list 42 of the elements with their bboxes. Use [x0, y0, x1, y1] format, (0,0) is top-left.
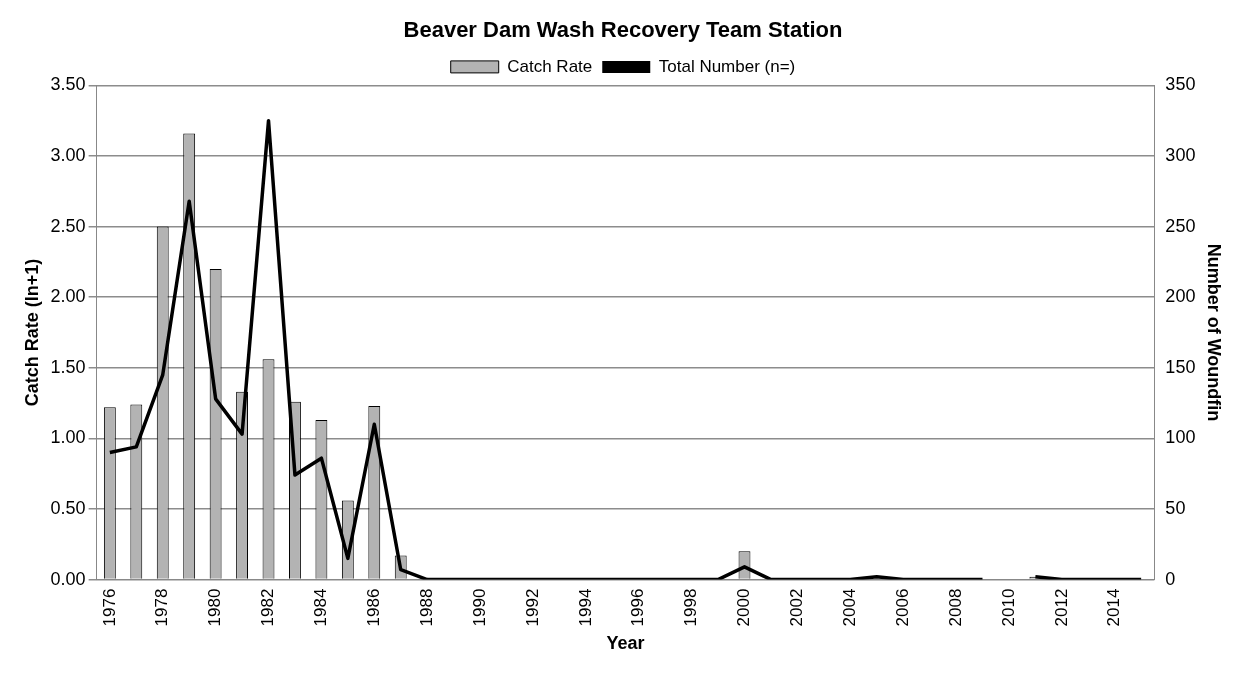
- y2-axis-title: Number of Woundfin: [1204, 243, 1225, 422]
- y-tick-label: 0.50: [50, 497, 86, 518]
- x-tick-label: 2004: [839, 588, 859, 627]
- y2-tick-label: 0: [1165, 568, 1176, 589]
- y2-tick-label: 250: [1165, 215, 1196, 236]
- x-tick-label: 1984: [311, 588, 331, 627]
- y2-tick-label: 100: [1165, 427, 1196, 448]
- x-tick-label: 2014: [1104, 588, 1124, 627]
- legend-label: Total Number (n=): [658, 56, 796, 76]
- x-tick-label: 1996: [628, 588, 648, 627]
- x-tick-label: 2012: [1051, 588, 1071, 627]
- chart-title: Beaver Dam Wash Recovery Team Station: [403, 17, 843, 43]
- x-tick-label: 1976: [99, 588, 119, 627]
- x-tick-label: 2002: [787, 588, 807, 627]
- y2-tick-label: 350: [1165, 74, 1196, 95]
- y-tick-label: 1.50: [50, 356, 86, 377]
- y2-tick-label: 150: [1165, 356, 1196, 377]
- x-tick-label: 1994: [575, 588, 595, 627]
- y-tick-label: 2.00: [50, 286, 86, 307]
- x-tick-label: 2008: [945, 588, 965, 627]
- x-tick-label: 2010: [998, 588, 1018, 627]
- y-tick-label: 0.00: [50, 568, 86, 589]
- x-tick-label: 1992: [522, 588, 542, 627]
- x-axis-title: Year: [606, 633, 645, 654]
- y-axis-title: Catch Rate (ln+1): [21, 258, 42, 407]
- y2-tick-label: 200: [1165, 286, 1196, 307]
- x-tick-label: 1986: [363, 588, 383, 627]
- x-tick-label: 1982: [258, 588, 278, 627]
- y-tick-label: 3.50: [50, 74, 86, 95]
- y-tick-label: 2.50: [50, 215, 86, 236]
- x-tick-label: 1998: [681, 588, 701, 627]
- x-tick-label: 1980: [205, 588, 225, 627]
- x-tick-label: 1990: [469, 588, 489, 627]
- x-tick-label: 1988: [416, 588, 436, 627]
- x-tick-label: 2006: [892, 588, 912, 627]
- y-tick-label: 3.00: [50, 144, 86, 165]
- y2-tick-label: 50: [1165, 497, 1186, 518]
- y-tick-label: 1.00: [50, 427, 86, 448]
- y2-tick-label: 300: [1165, 144, 1196, 165]
- legend-label: Catch Rate: [507, 56, 593, 76]
- x-tick-label: 1978: [152, 588, 172, 627]
- x-tick-label: 2000: [734, 588, 754, 627]
